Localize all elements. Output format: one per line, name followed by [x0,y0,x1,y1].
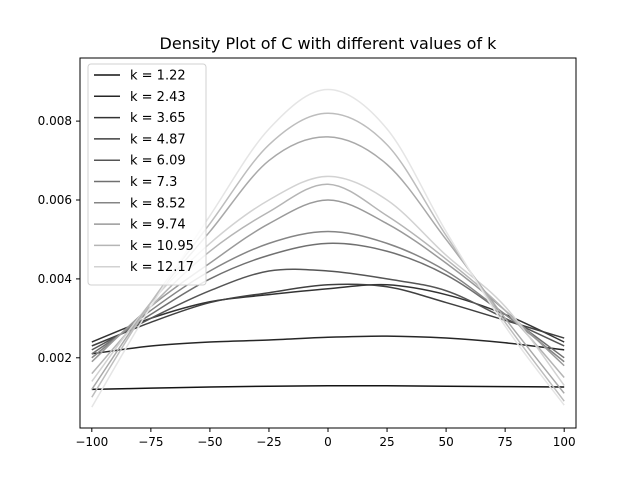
series-line-10 [91,175,565,386]
y-axis: 0.002 0.004 0.006 0.008 [38,114,80,365]
legend-label: k = 6.09 [130,154,186,169]
x-tick-label: −100 [75,435,108,449]
legend-label: k = 10.95 [130,239,194,254]
legend-label: k = 2.43 [130,90,186,105]
y-tick-label: 0.002 [38,351,72,365]
series-line-4 [91,283,565,347]
series-line-9 [91,183,565,379]
x-tick-label: 75 [498,435,513,449]
x-tick-label: 25 [379,435,394,449]
legend: k = 1.22 k = 2.43 k = 3.65 k = 4.87 k = 6.09… [87,63,207,286]
y-tick-label: 0.006 [38,193,72,207]
series-line-2 [91,335,565,355]
x-tick-label: 100 [553,435,576,449]
series-line-5 [91,268,565,351]
legend-label: k = 8.52 [130,196,186,211]
y-tick-label: 0.004 [38,272,72,286]
legend-frame [87,63,207,286]
y-tick-label: 0.008 [38,114,72,128]
legend-label: k = 1.22 [130,69,186,84]
x-tick-label: 50 [438,435,453,449]
legend-label: k = 4.87 [130,132,186,147]
legend-label: k = 12.17 [130,260,194,275]
x-tick-label: −25 [256,435,281,449]
legend-label: k = 3.65 [130,111,186,126]
x-tick-label: 0 [324,435,332,449]
x-tick-label: −50 [197,435,222,449]
series-line-1 [91,384,565,391]
legend-label: k = 7.3 [130,175,177,190]
chart-title: Density Plot of C with different values … [160,34,498,53]
x-tick-label: −75 [138,435,163,449]
legend-label: k = 9.74 [130,218,186,233]
x-axis: −100 −75 −50 −25 0 25 50 75 100 [75,428,576,449]
